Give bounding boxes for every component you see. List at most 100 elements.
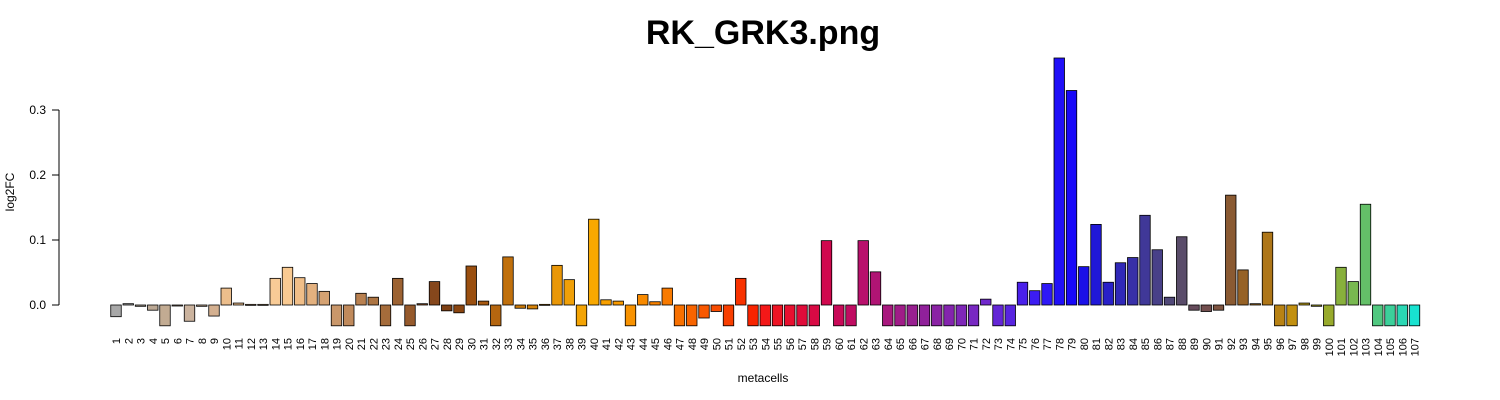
bar-51 — [722, 304, 735, 327]
bar-46 — [661, 287, 673, 306]
x-tick-label: 98 — [1299, 338, 1311, 350]
bar-70 — [955, 304, 967, 327]
bar-80 — [1078, 266, 1090, 306]
bar-16 — [294, 277, 306, 306]
bar-69 — [943, 304, 955, 327]
x-tick-label: 36 — [540, 338, 552, 350]
bar-11 — [232, 302, 245, 306]
x-tick-label: 65 — [895, 338, 907, 350]
x-tick-label: 30 — [466, 338, 478, 350]
x-tick-label: 77 — [1042, 338, 1054, 350]
bar-87 — [1163, 296, 1176, 306]
bar-12 — [245, 303, 257, 306]
bar-101 — [1335, 266, 1347, 306]
bar-100 — [1323, 304, 1335, 327]
bar-32 — [490, 304, 502, 327]
x-tick-label: 6 — [172, 338, 184, 344]
x-tick-label: 14 — [270, 338, 282, 350]
bar-34 — [514, 304, 526, 309]
bar-18 — [318, 290, 330, 306]
x-tick-label: 7 — [185, 338, 197, 344]
bar-64 — [882, 304, 894, 327]
bar-93 — [1237, 269, 1249, 306]
x-tick-label: 38 — [564, 338, 576, 350]
x-tick-label: 68 — [932, 338, 944, 350]
x-tick-label: 29 — [454, 338, 466, 350]
bar-92 — [1225, 194, 1237, 306]
x-tick-label: 61 — [846, 338, 858, 350]
x-tick-label: 2 — [123, 338, 135, 344]
x-tick-label: 57 — [797, 338, 809, 350]
x-tick-label: 60 — [834, 338, 846, 350]
bar-85 — [1139, 214, 1151, 306]
x-tick-label: 58 — [809, 338, 821, 350]
x-tick-label: 105 — [1385, 338, 1397, 356]
x-tick-label: 70 — [956, 338, 968, 350]
x-tick-label: 83 — [1116, 338, 1128, 350]
x-tick-label: 48 — [687, 338, 699, 350]
bar-57 — [796, 304, 808, 327]
x-tick-label: 91 — [1214, 338, 1226, 350]
x-tick-label: 76 — [1030, 338, 1042, 350]
bar-7 — [183, 304, 196, 322]
bar-24 — [392, 277, 404, 306]
bar-43 — [624, 304, 637, 327]
bar-89 — [1188, 304, 1200, 311]
bar-106 — [1396, 304, 1408, 327]
bar-31 — [477, 300, 490, 306]
x-tick-label: 85 — [1140, 338, 1152, 350]
bar-61 — [845, 304, 857, 327]
x-tick-label: 27 — [430, 338, 442, 350]
x-tick-label: 97 — [1287, 338, 1299, 350]
bar-74 — [1004, 304, 1016, 327]
x-tick-label: 32 — [491, 338, 503, 350]
bar-14 — [269, 277, 281, 306]
x-tick-label: 84 — [1128, 338, 1140, 350]
x-tick-label: 44 — [638, 338, 650, 350]
bar-83 — [1114, 262, 1127, 306]
x-tick-label: 55 — [773, 338, 785, 350]
bar-55 — [771, 304, 784, 327]
y-tick-label: 0.3 — [29, 103, 46, 117]
bar-102 — [1347, 281, 1359, 306]
x-tick-label: 37 — [552, 338, 564, 350]
bars — [110, 57, 1421, 327]
bar-75 — [1016, 281, 1029, 306]
bar-8 — [196, 304, 208, 307]
bar-66 — [906, 304, 918, 327]
x-tick-label: 12 — [246, 338, 258, 350]
x-tick-label: 15 — [283, 338, 295, 350]
bar-40 — [588, 218, 600, 306]
x-tick-label: 40 — [589, 338, 601, 350]
bar-36 — [539, 303, 551, 306]
x-tick-label: 18 — [319, 338, 331, 350]
x-tick-label: 34 — [515, 338, 527, 350]
bar-10 — [220, 287, 232, 306]
x-tick-label: 51 — [724, 338, 736, 350]
x-tick-label: 19 — [332, 338, 344, 350]
bar-33 — [502, 256, 514, 306]
x-tick-label: 45 — [650, 338, 662, 350]
x-tick-label: 17 — [307, 338, 319, 350]
x-tick-label: 35 — [528, 338, 540, 350]
bar-91 — [1212, 304, 1225, 311]
bar-81 — [1090, 223, 1102, 306]
bar-96 — [1274, 304, 1286, 327]
x-tick-label: 104 — [1373, 338, 1385, 356]
bar-98 — [1298, 302, 1310, 306]
bar-78 — [1053, 57, 1065, 306]
bar-4 — [147, 304, 159, 311]
x-tick-label: 88 — [1177, 338, 1189, 350]
x-tick-label: 107 — [1410, 338, 1422, 356]
bar-38 — [563, 279, 575, 306]
x-tick-label: 79 — [1067, 338, 1079, 350]
x-tick-label: 21 — [356, 338, 368, 350]
bar-15 — [281, 266, 294, 306]
bar-107 — [1408, 304, 1421, 327]
x-tick-label: 87 — [1165, 338, 1177, 350]
bar-6 — [171, 304, 183, 307]
x-tick-label: 1 — [111, 338, 123, 344]
bar-13 — [257, 303, 269, 306]
x-tick-label: 31 — [479, 338, 491, 350]
